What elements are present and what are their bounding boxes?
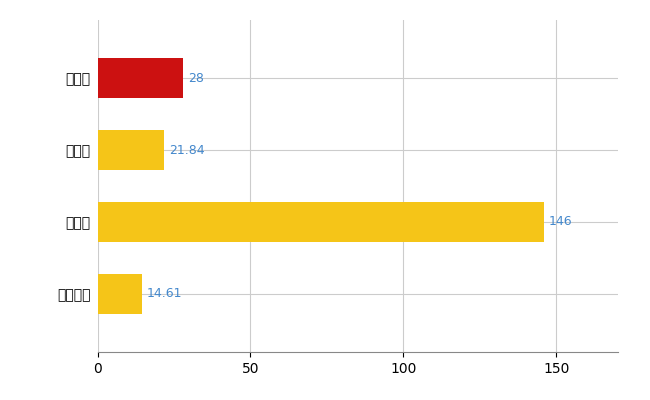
Text: 28: 28 <box>188 72 203 84</box>
Bar <box>98 58 183 98</box>
Bar <box>98 202 544 242</box>
Bar <box>98 274 142 314</box>
Text: 21.84: 21.84 <box>169 144 205 156</box>
Text: 14.61: 14.61 <box>147 288 182 300</box>
Bar <box>98 130 164 170</box>
Text: 146: 146 <box>549 216 572 228</box>
